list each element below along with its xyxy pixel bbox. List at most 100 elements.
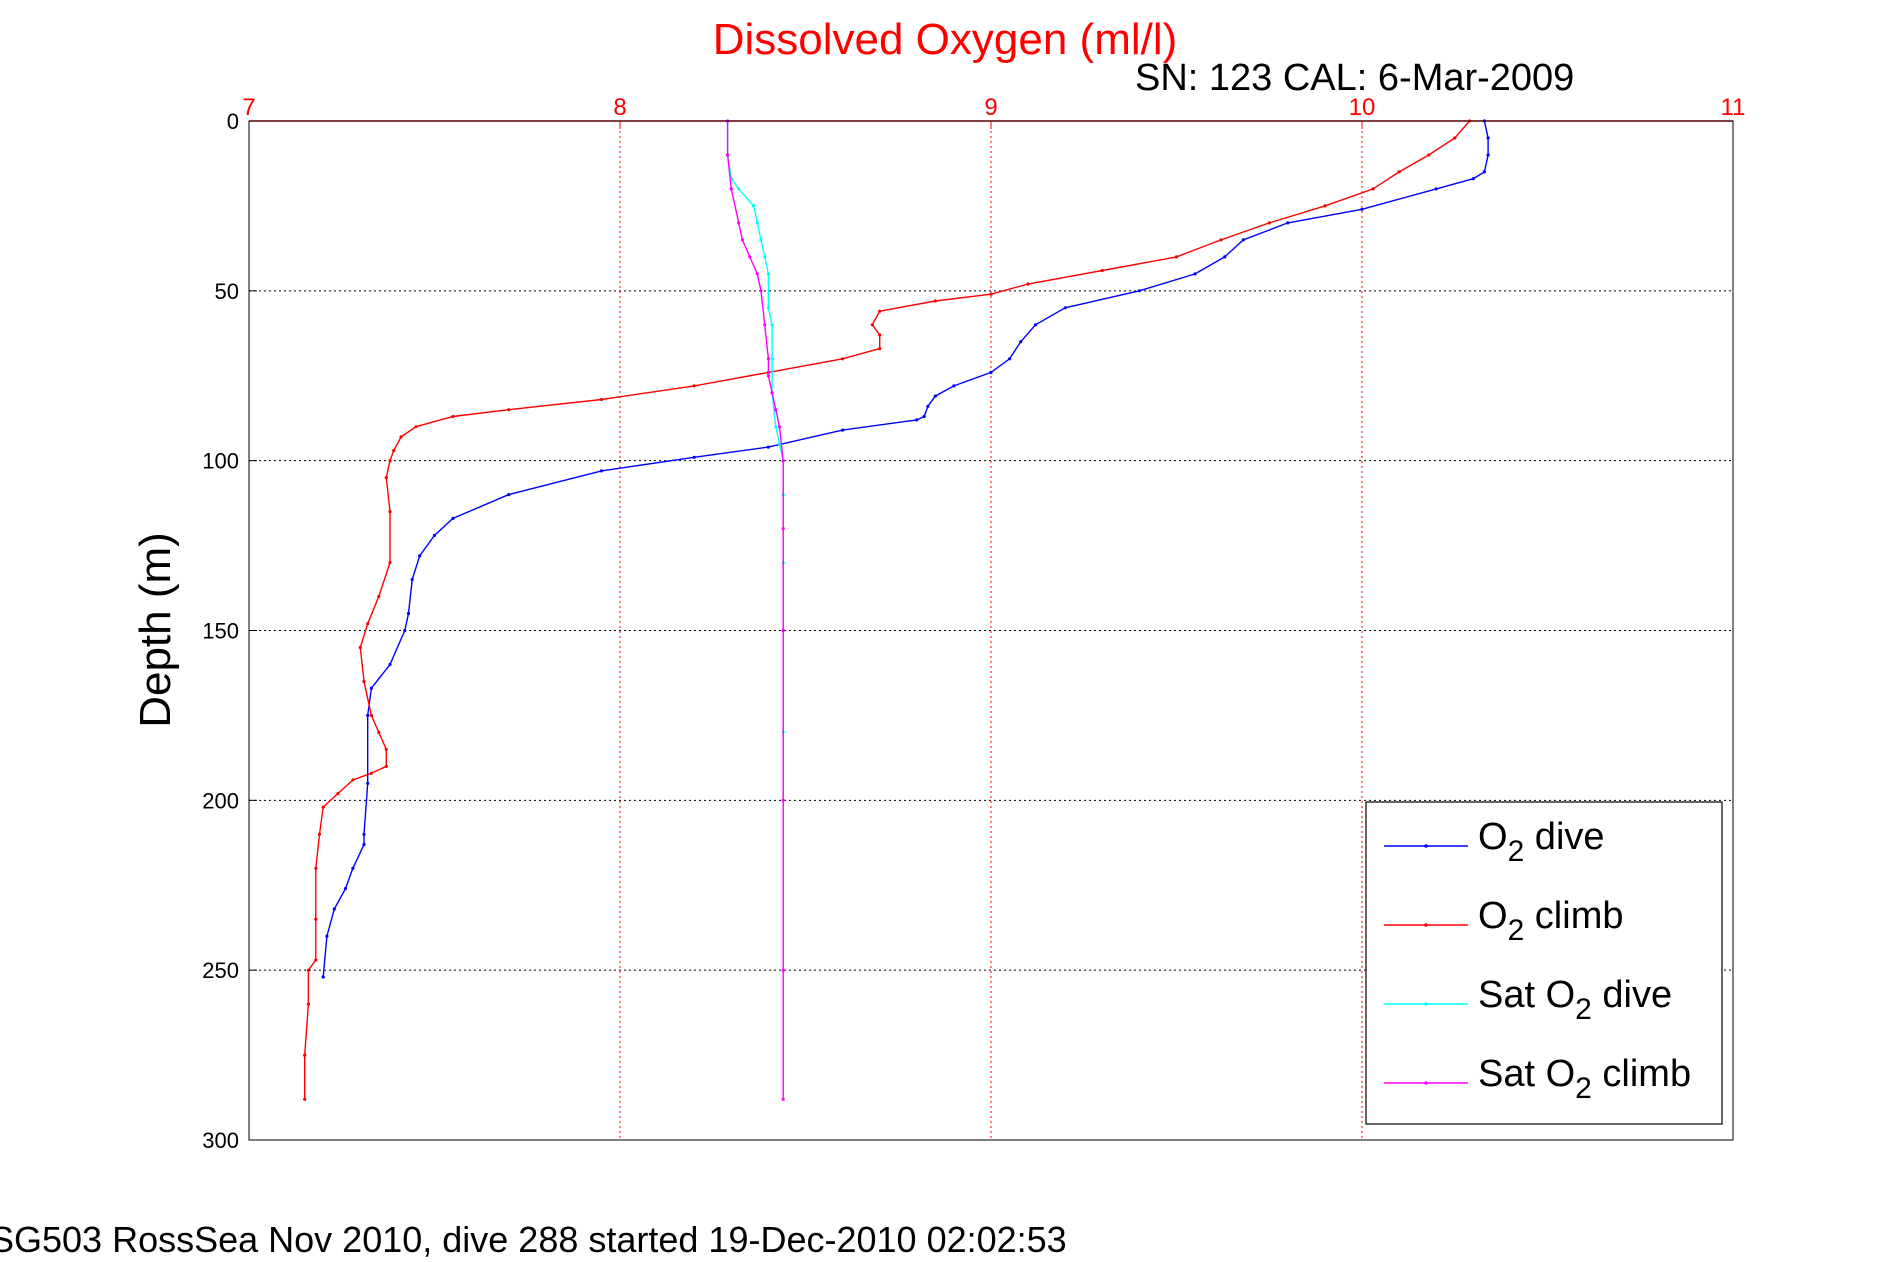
series-line-o2-dive <box>322 120 1489 978</box>
data-point <box>1033 323 1038 327</box>
data-point <box>781 798 785 802</box>
data-point <box>933 394 937 398</box>
data-point <box>384 476 388 480</box>
data-point <box>384 764 388 769</box>
x-tick-label: 8 <box>613 94 626 121</box>
data-point <box>759 289 763 293</box>
data-point <box>766 357 771 361</box>
data-point <box>777 442 782 446</box>
legend-marker <box>1424 923 1428 927</box>
data-point <box>781 1097 785 1101</box>
data-point <box>388 561 392 565</box>
data-point <box>989 370 993 374</box>
series-o2-dive <box>321 119 1490 979</box>
legend-label-sat-o2-dive: Sat O2 dive <box>1478 974 1672 1026</box>
data-point <box>388 510 392 514</box>
data-point <box>933 299 937 303</box>
data-point <box>748 255 752 259</box>
data-series <box>303 119 1490 1101</box>
data-point <box>1193 272 1197 276</box>
data-point <box>878 309 882 313</box>
data-point <box>306 1002 310 1006</box>
data-point <box>1486 153 1490 157</box>
data-point <box>1286 221 1290 225</box>
data-point <box>922 414 926 419</box>
data-point <box>369 713 373 718</box>
data-point <box>507 493 511 497</box>
data-point <box>1486 136 1490 140</box>
data-point <box>841 357 845 361</box>
data-point <box>781 459 785 463</box>
legend-box <box>1365 801 1723 1125</box>
data-point <box>599 397 604 402</box>
legend-label-o2-climb: O2 climb <box>1478 895 1623 947</box>
data-point <box>403 628 407 633</box>
legend-marker <box>1424 1002 1428 1006</box>
data-point <box>321 975 325 979</box>
data-point <box>410 577 414 582</box>
data-point <box>332 907 336 911</box>
data-point <box>766 445 771 449</box>
data-point <box>366 713 370 718</box>
data-point <box>351 778 355 782</box>
legend-label-sat-o2-climb: Sat O2 climb <box>1478 1053 1691 1105</box>
data-point <box>317 832 322 836</box>
data-point <box>841 428 845 432</box>
data-point <box>388 662 392 667</box>
data-point <box>878 333 882 337</box>
data-point <box>781 968 785 972</box>
data-point <box>432 533 437 538</box>
data-point <box>729 187 733 191</box>
x-tick-label: 10 <box>1349 94 1376 121</box>
data-point <box>1137 289 1141 293</box>
y-tick-label: 0 <box>227 109 239 134</box>
data-point <box>1397 170 1401 174</box>
legend: O2 dive O2 climb Sat O2 dive Sat O2 climb <box>1365 801 1723 1125</box>
data-point <box>755 221 759 225</box>
data-point <box>763 255 767 259</box>
data-point <box>1026 282 1030 286</box>
y-tick-label: 200 <box>202 788 239 813</box>
chart-title: Dissolved Oxygen (ml/l) <box>713 15 1178 64</box>
y-tick-label: 50 <box>215 279 239 304</box>
plot-frame <box>248 120 1734 1141</box>
legend-marker <box>1424 1081 1428 1085</box>
data-point <box>870 323 874 327</box>
data-point <box>314 917 318 921</box>
data-point <box>1482 170 1486 174</box>
data-point <box>1219 238 1223 242</box>
data-point <box>989 292 993 296</box>
data-point <box>1434 187 1438 191</box>
data-point <box>926 404 930 408</box>
data-point <box>369 686 373 690</box>
data-point <box>406 611 411 616</box>
data-point <box>1100 268 1104 273</box>
data-point <box>366 781 370 786</box>
data-point <box>1427 153 1431 157</box>
data-point <box>878 347 882 351</box>
data-point <box>1471 177 1475 181</box>
data-point <box>1360 207 1364 211</box>
legend-marker <box>1424 844 1428 848</box>
data-point <box>321 805 325 809</box>
data-point <box>781 527 785 531</box>
data-point <box>303 1053 307 1057</box>
legend-label-o2-dive: O2 dive <box>1478 816 1605 868</box>
data-point <box>314 958 318 962</box>
data-point <box>692 384 696 388</box>
data-point <box>740 238 745 242</box>
y-tick-label: 300 <box>202 1128 239 1153</box>
data-point <box>692 455 696 459</box>
data-point <box>759 238 763 242</box>
footer-caption: SG503 RossSea Nov 2010, dive 288 started… <box>0 1219 1067 1260</box>
x-tick-label: 9 <box>984 94 997 121</box>
data-point <box>388 459 392 463</box>
data-point <box>777 425 782 429</box>
data-point <box>362 832 366 836</box>
data-point <box>418 554 422 558</box>
x-tick-label: 7 <box>242 94 255 121</box>
data-point <box>774 425 778 429</box>
data-point <box>377 730 381 735</box>
data-point <box>766 306 771 310</box>
data-point <box>451 516 455 521</box>
